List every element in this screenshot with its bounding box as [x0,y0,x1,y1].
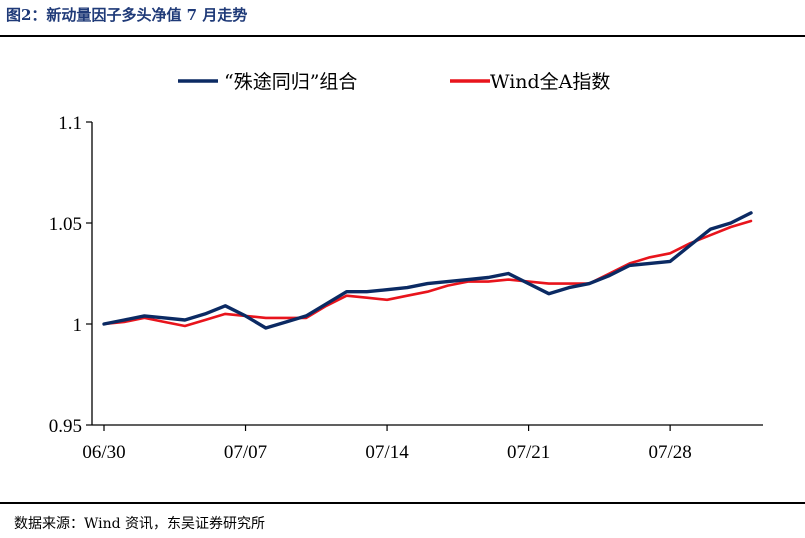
series-lines [102,211,753,330]
y-tick-label: 0.95 [49,416,82,437]
series-line-1 [102,211,753,330]
axes: 0.95 1 1.05 1.1 06/30 07/07 07/14 07/21 07/28 [49,113,763,463]
top-rule [0,35,805,37]
legend: “殊途同归”组合 Wind全A指数 [178,71,610,93]
x-tick-label: 07/07 [224,442,267,463]
figure-title: 图2：新动量因子多头净值 7 月走势 [6,6,248,24]
series-line-2 [102,219,753,328]
x-tick-label: 07/28 [648,442,691,463]
legend-label-1: “殊途同归”组合 [224,71,357,93]
x-tick-label: 07/21 [507,442,550,463]
legend-label-2: Wind全A指数 [490,71,610,93]
bottom-rule [0,502,805,504]
y-tick-label: 1 [73,315,83,336]
x-tick-label: 06/30 [82,442,125,463]
y-tick-label: 1.1 [58,113,82,134]
y-tick-label: 1.05 [49,214,82,235]
source-note: 数据来源：Wind 资讯，东吴证券研究所 [14,516,266,532]
x-tick-label: 07/14 [365,442,409,463]
